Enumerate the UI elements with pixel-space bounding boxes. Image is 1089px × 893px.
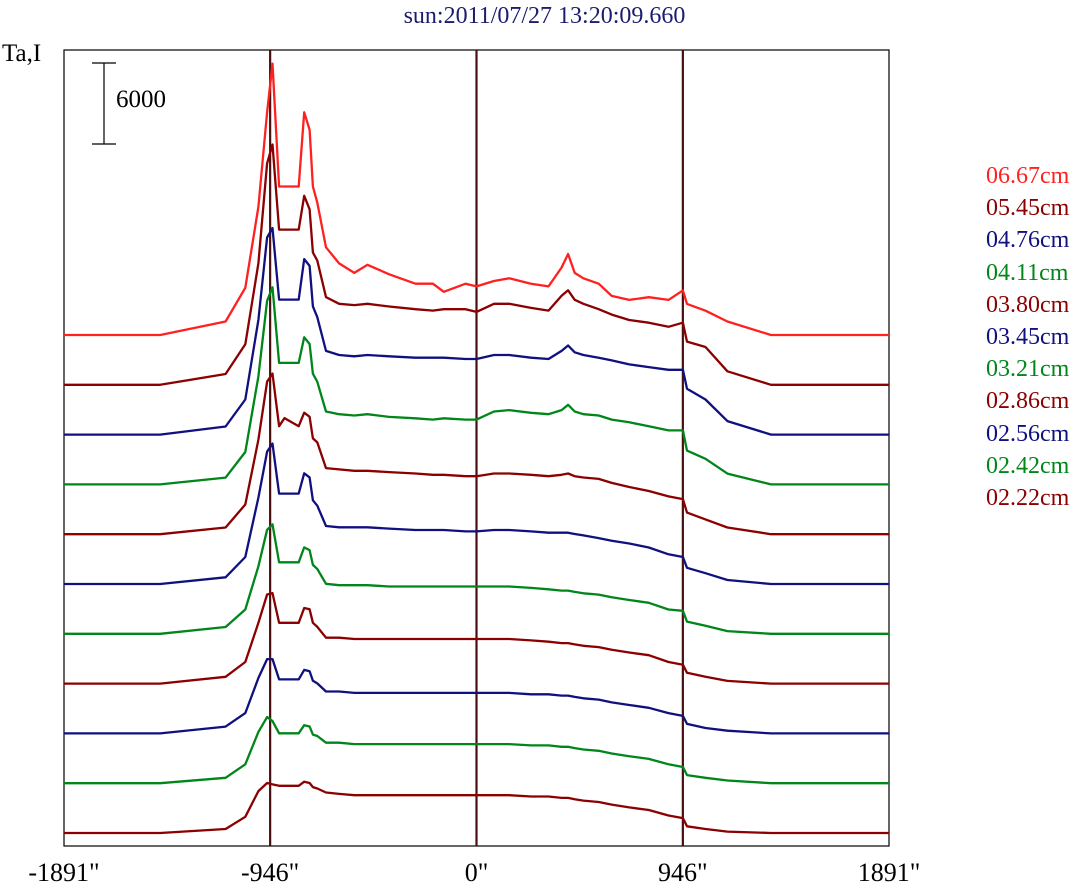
- x-tick-label: 946": [658, 858, 708, 887]
- trace-02-22cm: [64, 780, 889, 835]
- legend-entry: 02.42cm: [986, 452, 1070, 479]
- trace-04-11cm: [64, 286, 889, 486]
- legend-entry: 03.45cm: [986, 323, 1070, 350]
- legend-entry: 04.76cm: [986, 227, 1070, 254]
- trace-lines: [64, 62, 889, 835]
- legend-entry: 06.67cm: [986, 163, 1070, 189]
- legend-entry: 03.80cm: [986, 291, 1070, 318]
- trace-06-67cm: [64, 62, 889, 337]
- x-tick-label: 1891": [857, 858, 921, 887]
- legend-entry: 03.21cm: [986, 356, 1070, 383]
- trace-02-86cm: [64, 591, 889, 685]
- trace-02-56cm: [64, 657, 889, 735]
- trace-03-45cm: [64, 442, 889, 586]
- legend-entry: 04.11cm: [986, 259, 1069, 286]
- trace-05-45cm: [64, 143, 889, 386]
- x-tick-label: -1891": [28, 858, 100, 887]
- legend-entry: 02.22cm: [986, 484, 1070, 511]
- legend: 06.67cm 05.45cm 04.76cm 04.11cm 03.80cm 03.45…: [986, 160, 1069, 514]
- trace-03-80cm: [64, 372, 889, 536]
- trace-04-76cm: [64, 226, 889, 436]
- legend-entry: 02.56cm: [986, 420, 1070, 447]
- scale-bar-label: 6000: [116, 86, 166, 113]
- legend-entry: 02.86cm: [986, 388, 1070, 415]
- trace-03-21cm: [64, 523, 889, 635]
- scale-bar: [92, 62, 116, 145]
- y-axis-label: Ta,I: [2, 40, 42, 67]
- x-tick-label: -946": [241, 858, 300, 887]
- chart-title: sun:2011/07/27 13:20:09.660: [403, 3, 686, 29]
- x-tick-label: 0": [464, 858, 489, 887]
- vertical-reference-lines: [269, 50, 684, 846]
- trace-02-42cm: [64, 715, 889, 785]
- legend-entry: 05.45cm: [986, 195, 1070, 222]
